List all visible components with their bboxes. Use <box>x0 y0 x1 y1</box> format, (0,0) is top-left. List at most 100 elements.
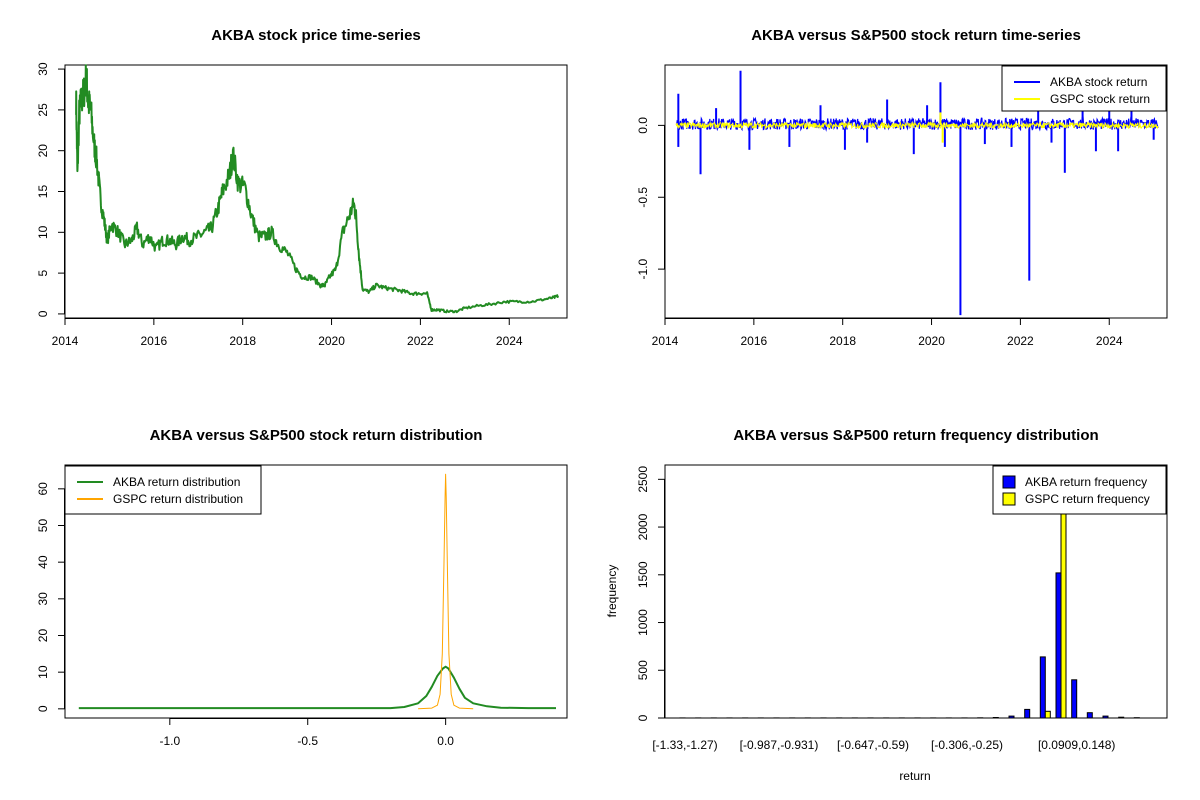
legend-label: GSPC stock return <box>1050 92 1150 106</box>
return-density-panel: AKBA versus S&P500 stock return distribu… <box>36 427 568 748</box>
akba-frequency-bar <box>1039 656 1046 718</box>
x-tick-label: [-0.987,-0.931) <box>740 738 819 752</box>
legend-label: GSPC return distribution <box>113 492 243 506</box>
y-tick-label: 2000 <box>636 513 650 540</box>
akba-frequency-bar <box>742 717 749 718</box>
y-tick-label: 30 <box>36 62 50 76</box>
histogram-bars <box>679 465 1145 718</box>
y-tick-label: 60 <box>36 482 50 496</box>
x-tick-label: -0.5 <box>297 734 318 748</box>
x-tick-label: 2022 <box>407 334 434 348</box>
price-series-line <box>75 64 560 314</box>
x-tick-label: 0.0 <box>437 734 454 748</box>
akba-frequency-bar <box>695 717 702 718</box>
chart-title: AKBA versus S&P500 stock return time-ser… <box>751 27 1081 44</box>
y-tick-label: 1000 <box>636 609 650 636</box>
akba-frequency-bar <box>710 717 717 718</box>
akba-frequency-bar <box>1071 679 1078 718</box>
y-tick-label: 0.0 <box>636 117 650 134</box>
akba-frequency-bar <box>679 717 686 718</box>
y-tick-label: -1.0 <box>636 258 650 279</box>
legend-label: AKBA stock return <box>1050 75 1147 89</box>
y-axis-label: frequency <box>605 565 619 618</box>
akba-frequency-bar <box>867 717 874 718</box>
x-tick-label: [-0.647,-0.59) <box>837 738 909 752</box>
x-tick-label: -1.0 <box>159 734 180 748</box>
gspc-frequency-bar <box>1060 465 1067 718</box>
y-tick-label: 1500 <box>636 561 650 588</box>
gspc-frequency-bar <box>1044 710 1051 718</box>
akba-density-line <box>78 665 556 710</box>
legend-box <box>64 465 262 515</box>
x-axis-label: return <box>899 769 930 783</box>
y-tick-label: 20 <box>36 144 50 158</box>
x-tick-label: 2020 <box>918 334 945 348</box>
akba-frequency-bar <box>914 717 921 718</box>
legend-label: GSPC return frequency <box>1025 492 1150 506</box>
akba-frequency-bar <box>851 717 858 718</box>
x-tick-label: 2016 <box>140 334 167 348</box>
akba-frequency-bar <box>977 717 984 718</box>
akba-frequency-bar <box>804 717 811 718</box>
akba-frequency-bar <box>820 717 827 718</box>
akba-frequency-bar <box>1008 715 1015 718</box>
y-tick-label: 0 <box>636 714 650 721</box>
y-tick-label: 25 <box>36 103 50 117</box>
y-tick-label: 10 <box>36 225 50 239</box>
x-tick-label: 2022 <box>1007 334 1034 348</box>
y-tick-label: 5 <box>36 269 50 276</box>
x-tick-label: 2024 <box>1096 334 1123 348</box>
akba-frequency-bar <box>1118 716 1125 718</box>
akba-frequency-bar <box>1102 715 1109 718</box>
y-tick-label: 20 <box>36 629 50 643</box>
x-tick-label: [0.0909,0.148) <box>1038 738 1115 752</box>
legend-box <box>992 465 1167 515</box>
akba-frequency-bar <box>789 717 796 718</box>
akba-frequency-bar <box>1086 712 1093 718</box>
legend-label: AKBA return frequency <box>1025 475 1147 489</box>
return-timeseries-panel: AKBA versus S&P500 stock return time-ser… <box>636 27 1168 348</box>
price-timeseries-panel: AKBA stock price time-series 2014 2016 2018… <box>36 27 568 348</box>
chart-title: AKBA versus S&P500 return frequency dist… <box>733 427 1098 444</box>
akba-frequency-bar <box>992 717 999 718</box>
chart-title: AKBA stock price time-series <box>211 27 421 44</box>
akba-frequency-bar <box>898 717 905 718</box>
akba-frequency-bar <box>945 717 952 718</box>
return-frequency-panel: AKBA versus S&P500 return frequency dist… <box>605 427 1168 783</box>
y-tick-label: 2500 <box>636 466 650 493</box>
akba-frequency-bar <box>961 717 968 718</box>
akba-frequency-bar <box>726 717 733 718</box>
x-tick-label: [-1.33,-1.27) <box>652 738 717 752</box>
akba-frequency-bar <box>883 717 890 718</box>
y-tick-label: 30 <box>36 592 50 606</box>
legend-fill-swatch <box>1002 492 1016 506</box>
x-tick-label: 2014 <box>652 334 679 348</box>
y-tick-label: 10 <box>36 665 50 679</box>
y-tick-label: -0.5 <box>636 187 650 208</box>
x-tick-label: 2014 <box>52 334 79 348</box>
x-tick-label: 2020 <box>318 334 345 348</box>
gspc-return-series <box>675 120 1159 130</box>
akba-frequency-bar <box>1055 572 1062 718</box>
y-tick-label: 40 <box>36 555 50 569</box>
y-tick-label: 0 <box>36 705 50 712</box>
chart-title: AKBA versus S&P500 stock return distribu… <box>150 427 483 444</box>
y-tick-label: 15 <box>36 185 50 199</box>
akba-frequency-bar <box>1024 708 1031 718</box>
akba-frequency-bar <box>757 717 764 718</box>
akba-frequency-bar <box>930 717 937 718</box>
x-tick-label: 2018 <box>829 334 856 348</box>
x-tick-label: [-0.306,-0.25) <box>931 738 1003 752</box>
y-tick-label: 50 <box>36 519 50 533</box>
x-tick-label: 2024 <box>496 334 523 348</box>
x-tick-label: 2016 <box>740 334 767 348</box>
akba-frequency-bar <box>836 717 843 718</box>
akba-frequency-bar <box>773 717 780 718</box>
y-tick-label: 0 <box>36 310 50 317</box>
gspc-density-line <box>418 473 474 710</box>
legend-label: AKBA return distribution <box>113 475 240 489</box>
legend-box <box>1001 65 1167 112</box>
legend-fill-swatch <box>1002 475 1016 489</box>
y-tick-label: 500 <box>636 660 650 680</box>
